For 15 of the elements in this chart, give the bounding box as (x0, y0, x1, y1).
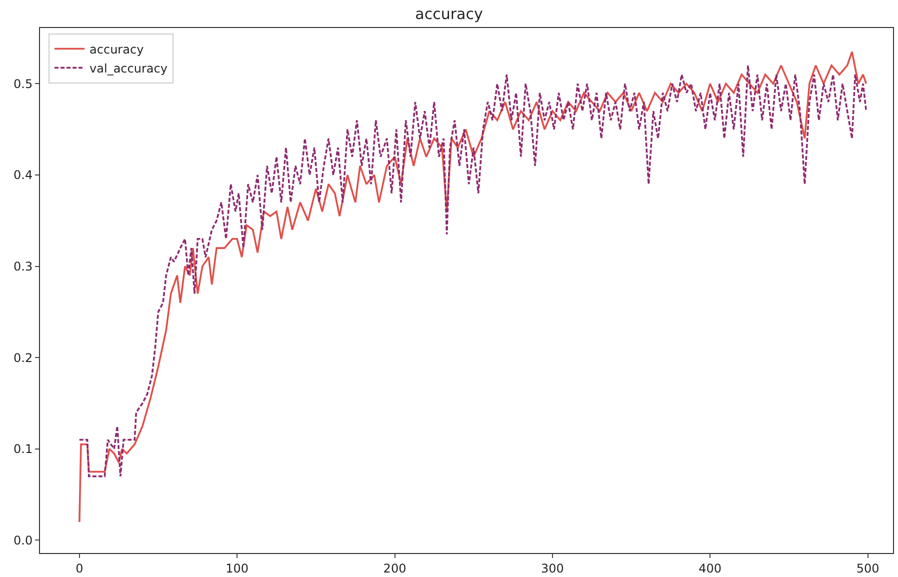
x-tick-label: 400 (698, 561, 722, 576)
x-tick-label: 0 (76, 561, 84, 576)
legend-label: val_accuracy (90, 61, 168, 76)
y-tick-label: 0.2 (14, 350, 33, 365)
legend-label: accuracy (90, 42, 144, 56)
x-tick-label: 500 (856, 561, 880, 576)
x-tick-label: 100 (226, 561, 249, 576)
x-tick-label: 200 (383, 561, 406, 576)
x-tick-label: 300 (540, 561, 564, 576)
y-tick-label: 0.5 (14, 76, 33, 91)
y-tick-label: 0.4 (14, 168, 33, 182)
y-tick-label: 0.0 (14, 533, 33, 548)
y-tick-label: 0.1 (14, 442, 33, 456)
chart-title: accuracy (415, 5, 483, 24)
y-tick-label: 0.3 (14, 260, 33, 274)
